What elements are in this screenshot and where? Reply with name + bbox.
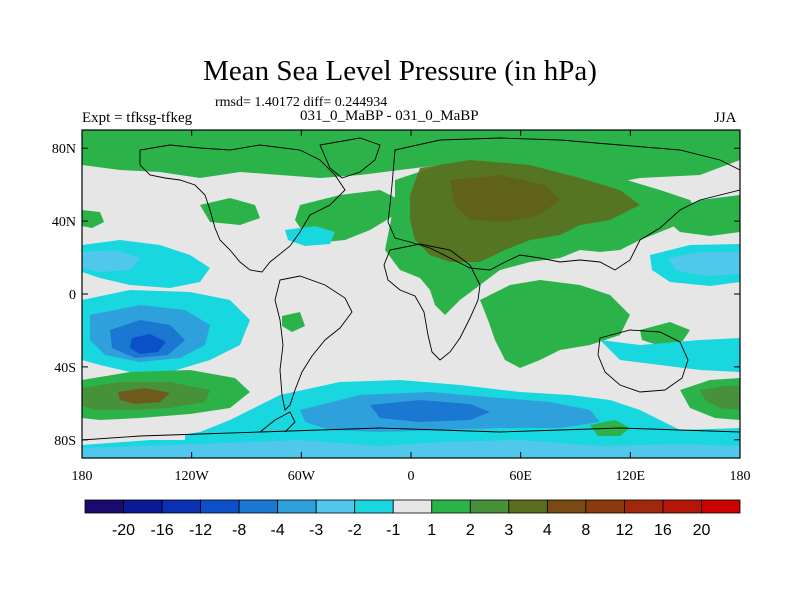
south-pacific-midlat-peak-region	[118, 388, 170, 404]
stats-label: rmsd= 1.40172 diff= 0.244934	[215, 95, 388, 110]
eurasia-coastline	[387, 137, 740, 271]
east-pacific-core-negative-region	[668, 252, 740, 276]
colorbar-swatch	[508, 499, 548, 514]
eurasia-peak-positive-region	[450, 175, 560, 222]
x-tick-label: 180	[72, 469, 93, 484]
colorbar-label: -16	[150, 522, 173, 539]
africa-coastline	[383, 243, 481, 361]
colorbar-swatch	[431, 499, 471, 514]
colorbar-label: 3	[504, 522, 513, 539]
colorbar-swatch	[277, 499, 317, 514]
season-label: JJA	[714, 110, 737, 126]
experiment-label: Expt = tfksg-tfkeg	[82, 110, 193, 126]
colorbar-swatch	[701, 499, 741, 514]
x-axis: 180 120W 60W 0 60E 120E 180	[72, 130, 751, 484]
colorbar-label: 4	[543, 522, 552, 539]
colorbar-swatch	[200, 499, 240, 514]
far-west-positive-region	[82, 210, 104, 228]
colorbar-swatch	[546, 499, 587, 514]
colorbar-label: -20	[112, 522, 135, 539]
colorbar-swatch	[238, 499, 279, 514]
antarctic-grey-patch	[140, 432, 185, 440]
colorbar-label: 20	[693, 522, 711, 539]
colorbar-swatch	[392, 499, 433, 514]
south-america-positive-patch	[282, 312, 305, 332]
x-tick-label: 60W	[288, 469, 316, 484]
greenland-coastline	[319, 137, 381, 179]
south-indian-negative-region	[600, 338, 740, 372]
colorbar-swatch	[469, 499, 510, 514]
atlantic-negative-patch	[285, 226, 335, 246]
colorbar-swatch	[354, 499, 394, 514]
y-axis: 80N 40N 0 40S 80S	[52, 142, 740, 449]
coastlines	[82, 137, 740, 441]
y-tick-label: 80N	[52, 142, 76, 157]
australia-coastline	[597, 329, 689, 393]
polar-negative-region	[82, 440, 740, 458]
colorbar-swatch	[624, 499, 664, 514]
x-tick-label: 120W	[175, 469, 210, 484]
colorbar-label: 8	[581, 522, 590, 539]
colorbar-swatch	[161, 499, 201, 514]
colorbar-label: 12	[616, 522, 634, 539]
colorbar-label: 2	[466, 522, 475, 539]
y-tick-label: 0	[69, 288, 76, 303]
x-tick-label: 0	[408, 469, 415, 484]
north-pacific-positive-region	[200, 198, 260, 225]
south-america-coastline	[274, 275, 353, 411]
antarctica-coastline	[82, 427, 740, 441]
x-tick-label: 60E	[509, 469, 532, 484]
colorbar-label: -3	[309, 522, 323, 539]
colorbar-label: -1	[386, 522, 400, 539]
y-tick-label: 40S	[54, 361, 76, 376]
colorbar-label: -2	[348, 522, 362, 539]
y-tick-label: 40N	[52, 215, 76, 230]
colorbar-label: 1	[427, 522, 436, 539]
colorbar-label: 16	[654, 522, 672, 539]
period-label: 031_0_MaBP - 031_0_MaBP	[300, 108, 479, 124]
colorbar-label: -4	[271, 522, 285, 539]
y-tick-label: 80S	[54, 434, 76, 449]
pacific-east-positive-region	[660, 195, 740, 236]
colorbar-swatch	[315, 499, 356, 514]
chart-title: Mean Sea Level Pressure (in hPa)	[203, 55, 597, 87]
antarctic-peninsula-coastline	[259, 411, 296, 433]
north-america-coastline	[139, 144, 346, 273]
colorbar-label: -12	[189, 522, 212, 539]
indian-ocean-positive-region	[480, 280, 630, 368]
colorbar-swatch	[84, 499, 124, 514]
colorbar-swatch	[585, 499, 625, 514]
south-indian-midlat-core-region	[700, 386, 740, 410]
x-tick-label: 120E	[616, 469, 646, 484]
colorbar-swatch	[123, 499, 163, 514]
colorbar: -20 -16 -12 -8 -4 -3 -2 -1 1 2 3 4 8 12 16 20	[84, 499, 741, 539]
colorbar-swatch	[662, 499, 702, 514]
southern-ocean-core-negative-region	[370, 400, 490, 422]
map-area	[82, 130, 740, 458]
north-pacific-core-negative-region	[82, 250, 140, 272]
south-pacific-peak-negative-region	[130, 334, 166, 354]
x-tick-label: 180	[730, 469, 751, 484]
colorbar-label: -8	[232, 522, 246, 539]
